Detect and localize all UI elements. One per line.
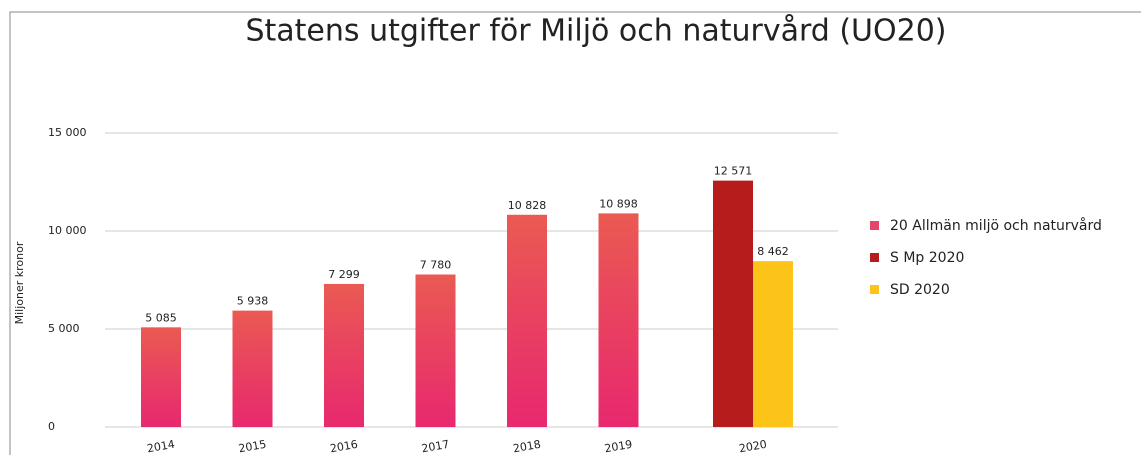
frame [9, 11, 1141, 455]
value-label: 10 828 [508, 199, 547, 212]
chart-title: Statens utgifter för Miljö och naturvård… [245, 14, 946, 49]
y-tick-label: 15 000 [48, 126, 87, 139]
bar [232, 310, 273, 427]
bar [713, 180, 753, 427]
legend-swatch [870, 285, 879, 294]
value-label: 8 462 [757, 245, 789, 258]
value-label: 7 299 [328, 268, 360, 281]
x-tick-label: 2020 [738, 438, 768, 455]
x-tick-label: 2019 [603, 438, 633, 455]
bar [507, 214, 547, 427]
bar [753, 261, 793, 427]
legend-swatch [870, 253, 879, 262]
bar [415, 274, 456, 427]
legend-label: SD 2020 [890, 282, 950, 298]
bar [324, 283, 364, 427]
value-label: 5 938 [237, 295, 269, 308]
value-label: 7 780 [420, 259, 452, 272]
x-tick-label: 2018 [512, 438, 542, 455]
y-tick-label: 10 000 [48, 224, 87, 237]
value-label: 5 085 [145, 311, 177, 324]
y-axis-label: Miljoner kronor [13, 241, 26, 324]
y-tick-label: 5 000 [48, 322, 80, 335]
y-tick-label: 0 [48, 420, 55, 433]
x-tick-label: 2017 [420, 438, 450, 455]
legend-label: S Mp 2020 [890, 250, 964, 266]
bar [598, 213, 639, 427]
x-tick-label: 2016 [329, 438, 359, 455]
x-tick-label: 2015 [237, 438, 267, 455]
legend-label: 20 Allmän miljö och naturvård [890, 217, 1102, 234]
value-label: 12 571 [714, 165, 753, 178]
x-tick-label: 2014 [146, 438, 176, 455]
legend-swatch [870, 221, 879, 230]
value-label: 10 898 [599, 197, 638, 210]
bar [141, 327, 181, 427]
